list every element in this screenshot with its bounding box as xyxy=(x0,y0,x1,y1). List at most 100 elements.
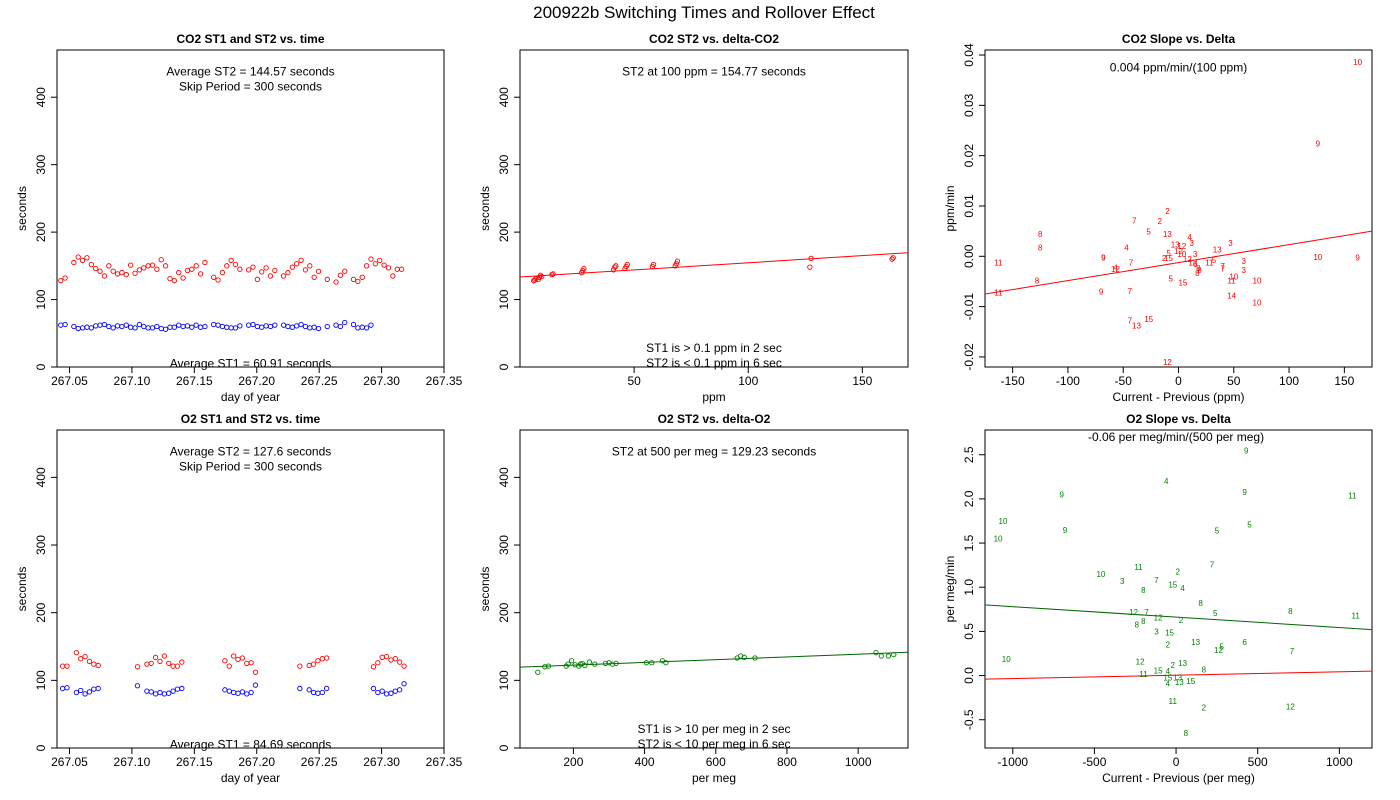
y-tick-label: 400 xyxy=(34,467,48,487)
data-point xyxy=(649,660,655,666)
data-point xyxy=(197,271,204,277)
data-point xyxy=(180,323,186,330)
data-point xyxy=(259,324,265,330)
data-point-label: 15 xyxy=(1164,254,1173,263)
plot-area xyxy=(520,649,908,675)
data-point xyxy=(222,687,228,693)
data-point xyxy=(878,653,884,659)
x-tick-label: 150 xyxy=(1334,374,1354,388)
data-point xyxy=(610,267,617,273)
data-point xyxy=(298,257,304,264)
data-point xyxy=(381,262,387,268)
data-point xyxy=(532,277,538,283)
data-point-label: 9 xyxy=(1099,288,1104,297)
data-point-label: 4 xyxy=(1187,233,1192,242)
y-tick-label: 200 xyxy=(34,602,48,622)
y-tick-label: 100 xyxy=(497,670,511,690)
data-point xyxy=(248,689,254,696)
data-point-label: 8 xyxy=(1141,586,1146,595)
data-point-label: 3 xyxy=(1190,239,1195,248)
data-point xyxy=(250,264,256,270)
data-point xyxy=(613,263,619,269)
data-point-label: 13 xyxy=(1213,245,1222,254)
data-point xyxy=(230,689,237,696)
x-tick-label: -100 xyxy=(1056,374,1080,388)
data-point xyxy=(889,256,895,262)
data-point xyxy=(324,655,330,661)
data-point xyxy=(170,663,176,669)
x-tick-label: 400 xyxy=(635,755,655,769)
data-point xyxy=(254,323,261,330)
y-tick-label: 300 xyxy=(497,535,511,555)
y-tick-label: 300 xyxy=(34,535,48,555)
data-point-label: 2 xyxy=(1162,254,1167,263)
data-point-label: 13 xyxy=(1132,322,1141,331)
data-point xyxy=(306,662,312,669)
data-point-label: 13 xyxy=(1188,258,1197,267)
data-point xyxy=(162,263,169,269)
data-point xyxy=(167,275,173,282)
data-point xyxy=(62,275,68,281)
data-point xyxy=(149,262,156,268)
data-point-label: 13 xyxy=(1178,659,1187,668)
data-point xyxy=(612,264,618,270)
data-point xyxy=(674,258,681,264)
data-point xyxy=(219,269,226,276)
data-point-label: 12 xyxy=(1163,358,1172,367)
data-point xyxy=(78,656,84,662)
plot-area xyxy=(58,254,405,332)
data-point xyxy=(224,263,230,269)
data-point xyxy=(375,689,381,696)
data-point xyxy=(294,261,300,267)
chart-title: CO2 Slope vs. Delta xyxy=(1122,32,1236,46)
data-point-label: 8 xyxy=(1196,264,1201,273)
data-point-label: 7 xyxy=(1210,560,1215,569)
x-tick-label: 500 xyxy=(1248,755,1268,769)
y-tick-label: 0.5 xyxy=(962,623,976,640)
data-point xyxy=(302,323,309,330)
data-point xyxy=(59,663,66,669)
data-point-label: 4 xyxy=(1166,667,1171,676)
data-point xyxy=(132,325,138,331)
data-point-label: 2 xyxy=(1179,616,1184,625)
data-point xyxy=(315,690,321,696)
y-tick-label: 300 xyxy=(497,154,511,174)
annotation: Average ST2 = 144.57 seconds xyxy=(166,65,334,79)
data-point-label: 12 xyxy=(1174,247,1183,256)
data-point-label: 4 xyxy=(1124,244,1129,253)
data-point xyxy=(586,659,593,665)
fit-line xyxy=(985,230,1372,295)
data-point-label: 5 xyxy=(1247,521,1252,530)
data-point xyxy=(232,325,239,331)
data-point xyxy=(114,271,121,277)
main-title: 200922b Switching Times and Rollover Eff… xyxy=(533,3,875,22)
data-point xyxy=(368,256,374,262)
annotation: 0.004 ppm/min/(100 ppm) xyxy=(1110,61,1247,75)
data-point xyxy=(609,661,616,667)
x-tick-label: 267.35 xyxy=(426,374,463,388)
data-point-label: 11 xyxy=(1227,276,1236,285)
data-point xyxy=(252,682,259,688)
data-point xyxy=(79,257,86,264)
fit-line xyxy=(985,670,1372,680)
data-point xyxy=(297,685,303,692)
y-tick-label: 0.01 xyxy=(962,194,976,218)
chart-o2_delta: O2 ST2 vs. delta-O2 200 400 600 800 1000 0 100 2… xyxy=(478,412,909,785)
data-point xyxy=(568,658,575,664)
x-axis-label: ppm xyxy=(702,390,725,404)
data-point-label: 9 xyxy=(1316,140,1321,149)
data-point-label: 9 xyxy=(1355,253,1360,262)
data-point xyxy=(211,274,217,280)
data-point-label: 7 xyxy=(1221,262,1226,271)
data-point xyxy=(189,324,195,330)
x-tick-label: 50 xyxy=(627,374,641,388)
data-point xyxy=(193,263,199,269)
data-point xyxy=(537,272,544,278)
data-point xyxy=(176,269,182,276)
y-axis-label: seconds xyxy=(15,567,29,612)
data-point-label: 13 xyxy=(1175,678,1184,687)
plot-area xyxy=(520,252,908,284)
data-point-label: 5 xyxy=(1169,274,1174,283)
y-tick-label: -0.02 xyxy=(962,343,976,371)
